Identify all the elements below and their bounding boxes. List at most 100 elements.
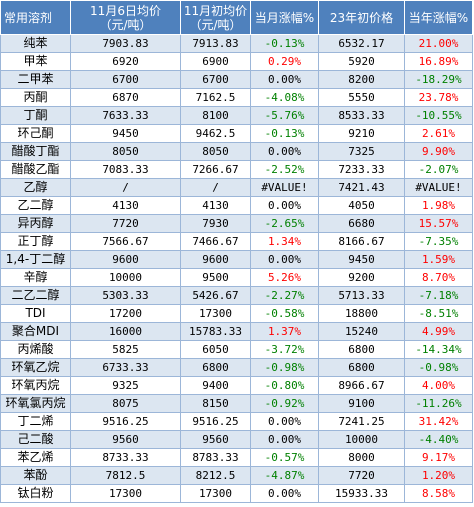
nov1-price-cell: 7466.67	[180, 232, 251, 251]
nov6-price-cell: 7720	[70, 214, 181, 233]
product-name-cell: 环氧乙烷	[0, 358, 71, 377]
nov1-price-cell: 7162.5	[180, 88, 251, 107]
header-nov6-line1: 11月6日均价	[90, 3, 161, 18]
nov6-price-cell: /	[70, 178, 181, 197]
table-row: 环己酮 9450 9462.5 -0.13% 9210 2.61%	[0, 124, 473, 143]
year-start-price-cell: 10000	[318, 430, 405, 449]
product-name-cell: 丙酮	[0, 88, 71, 107]
year-change-cell: -2.07%	[404, 160, 473, 179]
year-start-price-cell: 5550	[318, 88, 405, 107]
year-start-price-cell: 5713.33	[318, 286, 405, 305]
year-change-cell: -7.18%	[404, 286, 473, 305]
table-row: 丙烯酸 5825 6050 -3.72% 6800 -14.34%	[0, 340, 473, 359]
year-start-price-cell: 8200	[318, 70, 405, 89]
header-month-change: 当月涨幅%	[250, 0, 319, 35]
product-name-cell: 环氧氯丙烷	[0, 394, 71, 413]
nov1-price-cell: 4130	[180, 196, 251, 215]
year-start-price-cell: 7421.43	[318, 178, 405, 197]
year-change-cell: 2.61%	[404, 124, 473, 143]
product-name-cell: 乙醇	[0, 178, 71, 197]
nov1-price-cell: 9400	[180, 376, 251, 395]
nov6-price-cell: 9516.25	[70, 412, 181, 431]
table-row: 丙酮 6870 7162.5 -4.08% 5550 23.78%	[0, 88, 473, 107]
table-row: 乙二醇 4130 4130 0.00% 4050 1.98%	[0, 196, 473, 215]
header-row: 常用溶剂 11月6日均价 （元/吨） 11月初均价 （元/吨） 当月涨幅% 23年初…	[0, 0, 473, 35]
month-change-cell: -0.92%	[250, 394, 319, 413]
nov6-price-cell: 8733.33	[70, 448, 181, 467]
year-start-price-cell: 7241.25	[318, 412, 405, 431]
product-name-cell: 醋酸乙酯	[0, 160, 71, 179]
product-name-cell: 苯乙烯	[0, 448, 71, 467]
year-change-cell: -14.34%	[404, 340, 473, 359]
product-name-cell: 辛醇	[0, 268, 71, 287]
month-change-cell: 0.00%	[250, 484, 319, 503]
nov1-price-cell: 6700	[180, 70, 251, 89]
nov6-price-cell: 8075	[70, 394, 181, 413]
month-change-cell: -2.65%	[250, 214, 319, 233]
month-change-cell: 0.00%	[250, 250, 319, 269]
nov1-price-cell: 7266.67	[180, 160, 251, 179]
month-change-cell: 0.00%	[250, 412, 319, 431]
year-change-cell: -8.51%	[404, 304, 473, 323]
nov6-price-cell: 7566.67	[70, 232, 181, 251]
nov6-price-cell: 6920	[70, 52, 181, 71]
nov6-price-cell: 5825	[70, 340, 181, 359]
nov6-price-cell: 6700	[70, 70, 181, 89]
year-start-price-cell: 9200	[318, 268, 405, 287]
product-name-cell: 二乙二醇	[0, 286, 71, 305]
header-nov6-line2: （元/吨）	[99, 17, 152, 32]
month-change-cell: -0.57%	[250, 448, 319, 467]
month-change-cell: -5.76%	[250, 106, 319, 125]
month-change-cell: -2.52%	[250, 160, 319, 179]
table-row: 己二酸 9560 9560 0.00% 10000 -4.40%	[0, 430, 473, 449]
year-change-cell: #VALUE!	[404, 178, 473, 197]
header-name: 常用溶剂	[0, 0, 71, 35]
year-change-cell: 8.70%	[404, 268, 473, 287]
nov6-price-cell: 17300	[70, 484, 181, 503]
header-year-start-label: 23年初价格	[329, 10, 394, 25]
year-start-price-cell: 9100	[318, 394, 405, 413]
product-name-cell: 甲苯	[0, 52, 71, 71]
product-name-cell: 己二酸	[0, 430, 71, 449]
product-name-cell: 丙烯酸	[0, 340, 71, 359]
table-row: 醋酸乙酯 7083.33 7266.67 -2.52% 7233.33 -2.07%	[0, 160, 473, 179]
product-name-cell: 醋酸丁酯	[0, 142, 71, 161]
nov1-price-cell: /	[180, 178, 251, 197]
month-change-cell: #VALUE!	[250, 178, 319, 197]
table-row: 二甲苯 6700 6700 0.00% 8200 -18.29%	[0, 70, 473, 89]
nov6-price-cell: 9450	[70, 124, 181, 143]
table-row: 异丙醇 7720 7930 -2.65% 6680 15.57%	[0, 214, 473, 233]
year-change-cell: -11.26%	[404, 394, 473, 413]
product-name-cell: TDI	[0, 304, 71, 323]
year-change-cell: 31.42%	[404, 412, 473, 431]
nov1-price-cell: 6050	[180, 340, 251, 359]
year-change-cell: -10.55%	[404, 106, 473, 125]
year-change-cell: -0.98%	[404, 358, 473, 377]
year-start-price-cell: 8533.33	[318, 106, 405, 125]
year-change-cell: -18.29%	[404, 70, 473, 89]
table-row: 丁二烯 9516.25 9516.25 0.00% 7241.25 31.42%	[0, 412, 473, 431]
nov1-price-cell: 9560	[180, 430, 251, 449]
nov6-price-cell: 7812.5	[70, 466, 181, 485]
nov1-price-cell: 8150	[180, 394, 251, 413]
product-name-cell: 1,4-丁二醇	[0, 250, 71, 269]
nov6-price-cell: 4130	[70, 196, 181, 215]
table-row: 环氧氯丙烷 8075 8150 -0.92% 9100 -11.26%	[0, 394, 473, 413]
nov1-price-cell: 8100	[180, 106, 251, 125]
year-start-price-cell: 6800	[318, 358, 405, 377]
month-change-cell: 0.29%	[250, 52, 319, 71]
nov6-price-cell: 6733.33	[70, 358, 181, 377]
table-row: 环氧乙烷 6733.33 6800 -0.98% 6800 -0.98%	[0, 358, 473, 377]
table-row: 聚合MDI 16000 15783.33 1.37% 15240 4.99%	[0, 322, 473, 341]
nov6-price-cell: 8050	[70, 142, 181, 161]
year-start-price-cell: 8000	[318, 448, 405, 467]
nov6-price-cell: 7633.33	[70, 106, 181, 125]
table-row: 丁酮 7633.33 8100 -5.76% 8533.33 -10.55%	[0, 106, 473, 125]
month-change-cell: -0.13%	[250, 124, 319, 143]
year-start-price-cell: 7233.33	[318, 160, 405, 179]
product-name-cell: 二甲苯	[0, 70, 71, 89]
nov1-price-cell: 7913.83	[180, 34, 251, 53]
table-row: TDI 17200 17300 -0.58% 18800 -8.51%	[0, 304, 473, 323]
year-start-price-cell: 15933.33	[318, 484, 405, 503]
product-name-cell: 环氧丙烷	[0, 376, 71, 395]
